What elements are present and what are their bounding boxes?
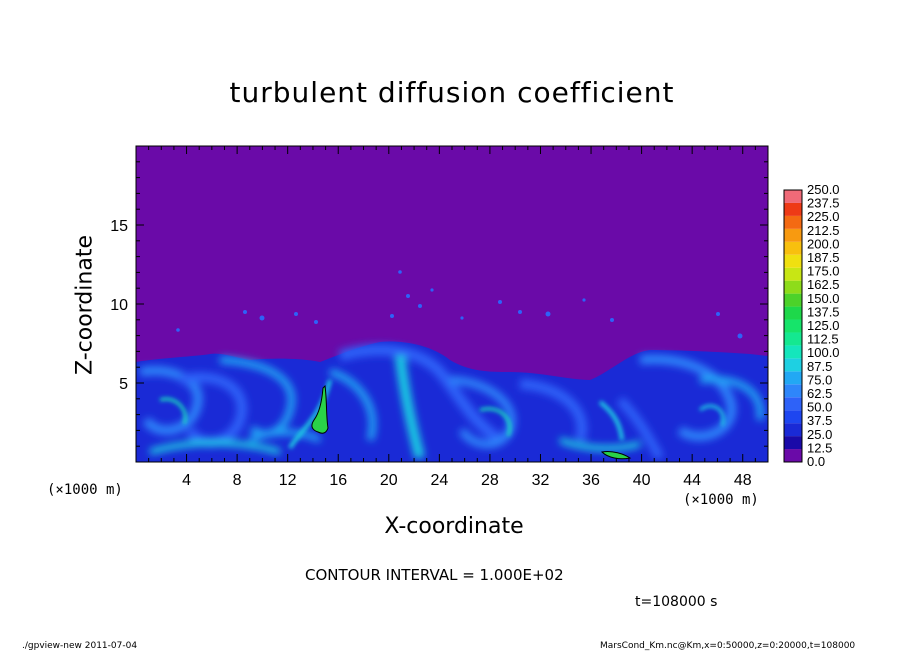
heatmap-field (136, 146, 768, 462)
colorbar-swatch (784, 190, 802, 203)
colorbar-label: 75.0 (807, 372, 832, 387)
colorbar-swatch (784, 423, 802, 437)
colorbar-swatch (784, 202, 802, 216)
y-tick-label: 10 (110, 297, 128, 314)
colorbar-label: 100.0 (807, 345, 840, 360)
y-tick-label: 15 (110, 218, 128, 235)
x-axis-label: X-coordinate (384, 514, 524, 539)
scattered-cells (176, 270, 743, 339)
x-axis-ticks: 4 8 12 16 20 24 28 32 36 40 44 48 (148, 146, 756, 489)
colorbar: 0.012.525.037.550.062.575.087.5100.0112.… (783, 182, 840, 469)
colorbar-label: 200.0 (807, 236, 840, 251)
high-value-cell-38km (600, 451, 632, 460)
contour-interval-label: CONTOUR INTERVAL = 1.000E+02 (305, 566, 564, 584)
colorbar-label: 187.5 (807, 250, 840, 265)
y-axis-label: Z-coordinate (72, 235, 98, 375)
colorbar-swatch (784, 241, 802, 255)
colorbar-label: 162.5 (807, 277, 840, 292)
colorbar-label: 125.0 (807, 318, 840, 333)
colorbar-label: 250.0 (807, 182, 840, 197)
colorbar-swatch (784, 267, 802, 281)
x-axis-unit-right: (×1000 m) (683, 492, 759, 508)
x-tick-label: 20 (380, 472, 398, 489)
colorbar-swatch (784, 358, 802, 372)
colorbar-label: 12.5 (807, 440, 832, 455)
x-tick-label: 28 (481, 472, 499, 489)
colorbar-label: 150.0 (807, 291, 840, 306)
footer-program-date: ./gpview-new 2011-07-04 (22, 641, 138, 651)
colorbar-swatch (784, 280, 802, 294)
x-tick-label: 48 (734, 472, 752, 489)
colorbar-swatch (784, 332, 802, 346)
x-tick-label: 36 (582, 472, 600, 489)
time-label: t=108000 s (635, 594, 718, 610)
colorbar-swatch (784, 254, 802, 268)
x-axis-unit-left: (×1000 m) (47, 482, 123, 498)
colorbar-label: 0.0 (807, 454, 825, 469)
colorbar-label: 137.5 (807, 304, 840, 319)
colorbar-swatch (784, 449, 802, 462)
x-tick-label: 12 (279, 472, 297, 489)
chart-title: turbulent diffusion coefficient (229, 76, 675, 109)
colorbar-label: 175.0 (807, 264, 840, 279)
colorbar-swatch (784, 345, 802, 359)
colorbar-label: 87.5 (807, 359, 832, 374)
fine-structures (159, 379, 725, 450)
colorbar-label: 37.5 (807, 413, 832, 428)
colorbar-swatch (784, 319, 802, 333)
x-tick-label: 8 (233, 472, 242, 489)
colorbar-swatch (784, 410, 802, 424)
colorbar-frame (783, 189, 803, 463)
x-tick-label: 32 (532, 472, 550, 489)
colorbar-label: 25.0 (807, 427, 832, 442)
colorbar-label: 112.5 (807, 332, 839, 347)
colorbar-swatch (784, 306, 802, 320)
y-tick-label: 5 (119, 376, 128, 393)
colorbar-swatch (784, 215, 802, 229)
x-tick-label: 24 (430, 472, 448, 489)
colorbar-swatch (784, 436, 802, 450)
x-tick-label: 40 (633, 472, 651, 489)
colorbar-label: 225.0 (807, 209, 840, 224)
colorbar-label: 237.5 (807, 196, 840, 211)
colorbar-swatch (784, 397, 802, 411)
colorbar-label: 50.0 (807, 400, 832, 415)
colorbar-label: 62.5 (807, 386, 832, 401)
colorbar-swatch (784, 293, 802, 307)
high-value-cell-14km (311, 384, 329, 434)
colorbar-swatch (784, 228, 802, 242)
x-tick-label: 4 (182, 472, 191, 489)
x-tick-label: 44 (683, 472, 701, 489)
colorbar-swatch (784, 371, 802, 385)
y-axis-ticks: 5 10 15 (110, 161, 768, 447)
colorbar-swatch (784, 384, 802, 398)
footer-data-source: MarsCond_Km.nc@Km,x=0:50000,z=0:20000,t=… (600, 641, 856, 651)
colorbar-label: 212.5 (807, 223, 840, 238)
turbulent-structures (139, 344, 764, 461)
x-tick-label: 16 (329, 472, 347, 489)
